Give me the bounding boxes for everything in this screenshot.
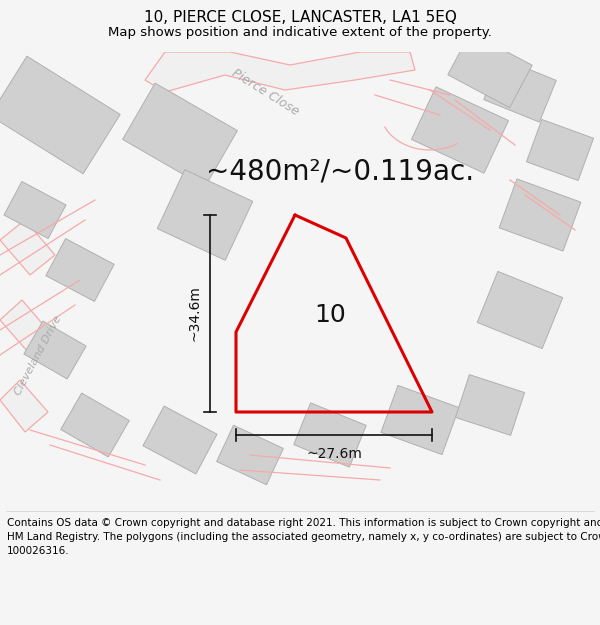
- Polygon shape: [145, 52, 415, 92]
- Polygon shape: [448, 32, 532, 108]
- Polygon shape: [455, 374, 524, 436]
- Polygon shape: [412, 87, 509, 173]
- Polygon shape: [46, 239, 114, 301]
- Text: Pierce Close: Pierce Close: [229, 66, 301, 118]
- Text: Map shows position and indicative extent of the property.: Map shows position and indicative extent…: [108, 26, 492, 39]
- Polygon shape: [381, 386, 459, 454]
- Polygon shape: [122, 83, 238, 187]
- Text: 10, PIERCE CLOSE, LANCASTER, LA1 5EQ: 10, PIERCE CLOSE, LANCASTER, LA1 5EQ: [143, 11, 457, 26]
- Polygon shape: [0, 220, 55, 275]
- Polygon shape: [484, 58, 556, 122]
- Text: 10: 10: [314, 303, 346, 327]
- Polygon shape: [499, 179, 581, 251]
- Text: ~27.6m: ~27.6m: [306, 447, 362, 461]
- Polygon shape: [61, 393, 130, 457]
- Polygon shape: [217, 425, 283, 485]
- Polygon shape: [143, 406, 217, 474]
- Polygon shape: [0, 56, 120, 174]
- Text: Cleveland Drive: Cleveland Drive: [13, 314, 63, 396]
- Text: Contains OS data © Crown copyright and database right 2021. This information is : Contains OS data © Crown copyright and d…: [7, 518, 600, 556]
- Polygon shape: [24, 321, 86, 379]
- Polygon shape: [157, 170, 253, 260]
- Polygon shape: [526, 119, 593, 181]
- Polygon shape: [0, 380, 48, 432]
- Text: ~34.6m: ~34.6m: [188, 286, 202, 341]
- Text: ~480m²/~0.119ac.: ~480m²/~0.119ac.: [206, 158, 474, 186]
- Polygon shape: [477, 271, 563, 349]
- Polygon shape: [4, 181, 66, 239]
- Polygon shape: [294, 403, 366, 467]
- Polygon shape: [0, 300, 52, 352]
